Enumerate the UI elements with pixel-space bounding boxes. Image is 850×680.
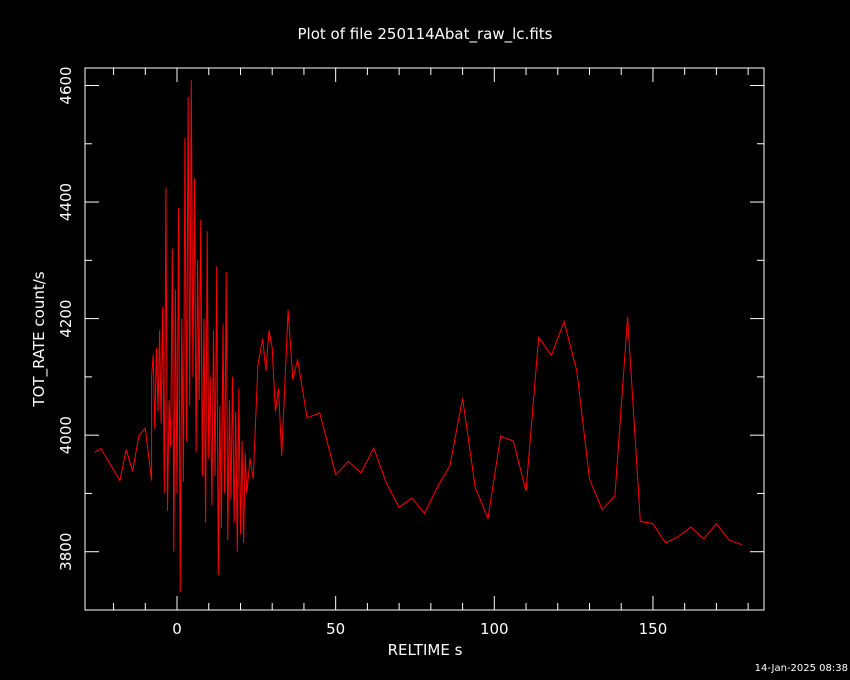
x-tick-label: 100 — [480, 620, 509, 638]
x-axis-label: RELTIME s — [388, 641, 463, 659]
x-tick-label: 0 — [172, 620, 182, 638]
y-tick-label: 4200 — [57, 300, 75, 338]
y-tick-label: 4000 — [57, 416, 75, 454]
axis-ticks — [85, 68, 764, 611]
y-tick-label: 4600 — [57, 66, 75, 104]
y-tick-label: 3800 — [57, 533, 75, 571]
x-tick-label: 50 — [326, 620, 345, 638]
y-tick-label: 4400 — [57, 183, 75, 221]
y-tick-labels: 3800 4000 4200 4400 4600 — [57, 66, 75, 570]
chart-title: Plot of file 250114Abat_raw_lc.fits — [298, 25, 553, 44]
series-line-tot-rate — [94, 79, 742, 593]
footer-timestamp: 14-Jan-2025 08:38 — [755, 663, 848, 674]
x-tick-label: 150 — [639, 620, 668, 638]
plot-frame — [84, 67, 765, 611]
x-tick-labels: 0 50 100 150 — [172, 620, 667, 638]
y-axis-label: TOT_RATE count/s — [30, 271, 49, 407]
